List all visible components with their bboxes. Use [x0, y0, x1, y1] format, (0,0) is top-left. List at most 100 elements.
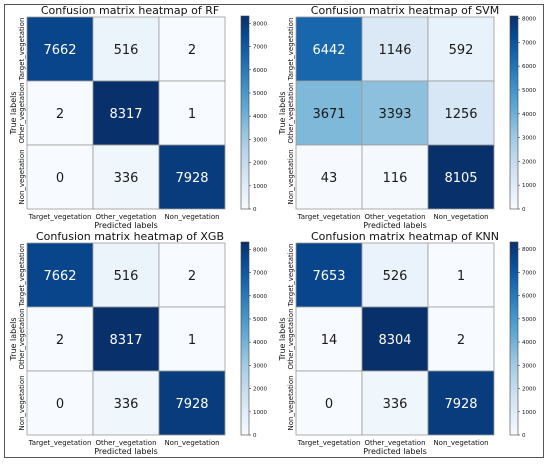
- cell-value-label: 7928: [444, 397, 477, 412]
- colorbar-tick-label: 2000: [253, 387, 267, 393]
- colorbar-tick-label: 5000: [522, 317, 536, 323]
- y-tick-label: Other_vegetation: [18, 82, 26, 143]
- colorbar-tick-label: 2000: [522, 159, 536, 165]
- x-axis-label: Predicted labels: [363, 221, 427, 230]
- y-tick-label: Non_vegetation: [287, 149, 295, 204]
- heatmap-panel-2: Confusion matrix heatmap of SVM 6442 1146 5…: [278, 5, 536, 230]
- cell-value-label: 0: [56, 171, 64, 186]
- panel-title: Confusion matrix heatmap of KNN: [311, 230, 499, 243]
- cell-value-label: 116: [383, 171, 408, 186]
- heatmap-cell: [158, 16, 226, 82]
- heatmap-cell: [158, 80, 226, 146]
- colorbar-tick-label: 1000: [522, 410, 536, 416]
- panel-title: Confusion matrix heatmap of SVM: [311, 5, 499, 17]
- heatmap-cell: [26, 370, 94, 436]
- x-tick-label: Target_vegetation: [297, 213, 361, 221]
- colorbar: [240, 15, 250, 210]
- x-tick-label: Target_vegetation: [28, 213, 92, 221]
- cell-value-label: 2: [457, 333, 465, 348]
- colorbar: [509, 15, 519, 210]
- cell-value-label: 3671: [312, 107, 345, 122]
- y-tick-label: Non_vegetation: [287, 375, 295, 430]
- cell-value-label: 14: [321, 333, 338, 348]
- heatmap-cell: [427, 80, 495, 146]
- y-tick-label: Target_vegetation: [18, 18, 26, 82]
- heatmap-cell: [26, 242, 94, 308]
- colorbar-tick-label: 8000: [253, 21, 267, 27]
- heatmap-cell: [158, 242, 226, 308]
- colorbar-tick-label: 7000: [253, 271, 267, 277]
- colorbar: [509, 241, 519, 436]
- cell-value-label: 336: [114, 171, 139, 186]
- cell-value-label: 2: [56, 333, 64, 348]
- cell-value-label: 0: [56, 397, 64, 412]
- colorbar-tick-label: 0: [253, 207, 257, 213]
- heatmap-cell: [295, 242, 363, 308]
- heatmap-cell: [92, 80, 160, 146]
- colorbar-tick-label: 8000: [522, 17, 536, 23]
- cell-value-label: 1: [457, 269, 465, 284]
- heatmap-cell: [92, 16, 160, 82]
- x-tick-label: Non_vegetation: [164, 439, 219, 447]
- cell-value-label: 7928: [175, 397, 208, 412]
- heatmap-cell: [295, 16, 363, 82]
- y-axis-label: True labels: [9, 317, 18, 361]
- cell-value-label: 7662: [43, 43, 76, 58]
- x-tick-label: Target_vegetation: [297, 439, 361, 447]
- colorbar-tick-label: 6000: [522, 294, 536, 300]
- cell-value-label: 7928: [175, 171, 208, 186]
- colorbar-tick-label: 7000: [522, 40, 536, 46]
- heatmap-panel-1: Confusion matrix heatmap of RF 7662 516 2 2 8…: [9, 5, 267, 230]
- heatmap-cell: [26, 16, 94, 82]
- heatmap-cell: [361, 306, 429, 372]
- y-tick-label: Non_vegetation: [18, 375, 26, 430]
- y-tick-label: Target_vegetation: [287, 244, 295, 308]
- cell-value-label: 1146: [378, 43, 411, 58]
- colorbar-tick-label: 6000: [522, 64, 536, 70]
- cell-value-label: 8105: [444, 171, 477, 186]
- y-tick-label: Other_vegetation: [287, 308, 295, 369]
- y-axis-label: True labels: [278, 317, 287, 361]
- cell-value-label: 1: [188, 333, 196, 348]
- colorbar-tick-label: 0: [522, 207, 526, 213]
- cell-value-label: 43: [321, 171, 338, 186]
- colorbar-tick-label: 3000: [522, 136, 536, 142]
- cell-value-label: 3393: [378, 107, 411, 122]
- colorbar-tick-label: 0: [253, 433, 257, 439]
- heatmap-cell: [427, 306, 495, 372]
- heatmap-cell: [158, 370, 226, 436]
- cell-value-label: 8317: [109, 107, 142, 122]
- cell-value-label: 1: [188, 107, 196, 122]
- cell-value-label: 2: [56, 107, 64, 122]
- figure-frame: Confusion matrix heatmap of RF 7662 516 2 2 8…: [4, 4, 544, 458]
- heatmap-cell: [427, 16, 495, 82]
- cell-value-label: 2: [188, 43, 196, 58]
- cell-value-label: 1256: [444, 107, 477, 122]
- colorbar-tick-label: 1000: [253, 410, 267, 416]
- heatmap-cell: [26, 306, 94, 372]
- colorbar-tick-label: 4000: [522, 112, 536, 118]
- cell-value-label: 516: [114, 269, 139, 284]
- heatmap-cell: [427, 242, 495, 308]
- colorbar-tick-label: 4000: [253, 340, 267, 346]
- cell-value-label: 7662: [43, 269, 76, 284]
- heatmap-panel-4: Confusion matrix heatmap of KNN 7653 526 1 1…: [278, 230, 536, 456]
- cell-value-label: 8317: [109, 333, 142, 348]
- colorbar-tick-label: 4000: [522, 340, 536, 346]
- confusion-matrix-figure: Confusion matrix heatmap of RF 7662 516 2 2 8…: [9, 5, 536, 456]
- x-tick-label: Non_vegetation: [433, 439, 488, 447]
- heatmap-cell: [427, 144, 495, 210]
- colorbar-tick-label: 5000: [253, 317, 267, 323]
- panel-title: Confusion matrix heatmap of XGB: [36, 230, 224, 243]
- heatmap-cell: [361, 16, 429, 82]
- cell-value-label: 0: [325, 397, 333, 412]
- x-tick-label: Target_vegetation: [28, 439, 92, 447]
- x-axis-label: Predicted labels: [94, 221, 158, 230]
- cell-value-label: 8304: [378, 333, 411, 348]
- cell-value-label: 516: [114, 43, 139, 58]
- heatmap-cell: [295, 80, 363, 146]
- colorbar-tick-label: 7000: [253, 45, 267, 51]
- x-tick-label: Other_vegetation: [95, 213, 156, 221]
- colorbar-tick-label: 3000: [253, 363, 267, 369]
- colorbar-tick-label: 5000: [253, 91, 267, 97]
